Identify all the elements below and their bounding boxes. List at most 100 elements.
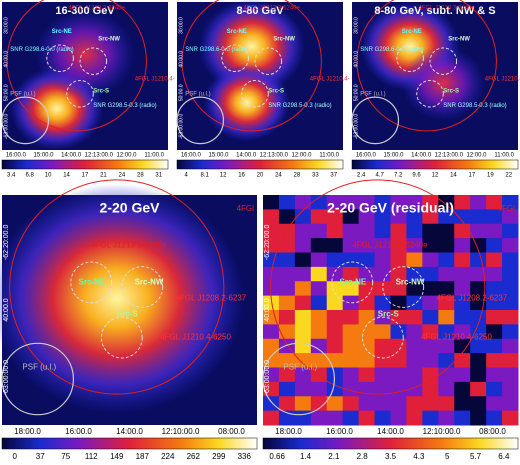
panel-title: 2-20 GeV (residual) (327, 200, 454, 216)
map-pixel (422, 209, 439, 225)
emission-blob (203, 64, 290, 142)
psf-circle (262, 342, 336, 416)
map-pixel (342, 310, 360, 325)
y-tick-label: 50:00.0 (178, 84, 184, 101)
source-label: Src-NE (340, 278, 367, 287)
map-pixel (278, 396, 296, 412)
map-pixel (470, 353, 487, 368)
map-pixel (326, 367, 344, 383)
map-pixel (278, 223, 296, 239)
map-pixel (358, 238, 376, 253)
source-label: Src-NE (79, 278, 106, 287)
map-pixel (486, 252, 503, 268)
colorbar-tick-label: 28 (294, 173, 301, 179)
map-pixel (438, 238, 455, 253)
map-pixel (422, 324, 439, 340)
map-pixel (422, 223, 439, 239)
map-pixel (278, 367, 296, 383)
extension-circle (6, 0, 147, 132)
map-pixel (310, 410, 328, 426)
map-pixel (438, 295, 455, 311)
colorbar-tick-label: 37 (36, 452, 45, 461)
x-tick-label: 11:00.0 (319, 153, 339, 159)
colorbar-tick-label: 112 (85, 452, 98, 461)
x-tick-label: 16:00.0 (181, 153, 202, 159)
map-pixel (406, 396, 423, 412)
map-pixel (486, 338, 503, 354)
map-pixel (342, 410, 360, 426)
colorbar-tick-label: 6.4 (498, 452, 510, 461)
map-pixel (263, 281, 280, 297)
x-tick-label: 16:00.0 (326, 427, 353, 436)
map-pixel (406, 324, 423, 340)
colorbar-tick-label: 12 (432, 173, 439, 179)
x-tick-label: 18:00.0 (275, 427, 302, 436)
map-pixel (326, 295, 344, 311)
source-region (70, 261, 113, 304)
map-pixel (342, 238, 360, 253)
source-label: Src-S (268, 88, 284, 94)
map-pixel (342, 324, 360, 340)
source-label: Src-NW (98, 37, 120, 43)
map-pixel (438, 367, 455, 383)
map-pixel (454, 367, 471, 383)
source-label: PSF (u.l.) (185, 91, 210, 97)
map-pixel (358, 324, 376, 340)
source-label: 4FGL J1210.4-6250 (421, 333, 492, 342)
map-pixel (470, 396, 487, 412)
source-label: SNR G298.6-0.0 (radio) (360, 47, 423, 53)
map-pixel (374, 295, 391, 311)
source-region (221, 44, 249, 73)
emission-blob (0, 183, 245, 414)
source-label: Src-S (378, 310, 400, 319)
map-pixel (406, 310, 423, 325)
colorbar-tick-label: 3.4 (7, 173, 16, 179)
map-pixel (406, 223, 423, 239)
map-pixel (294, 338, 312, 354)
map-pixel (502, 338, 519, 354)
map-pixel (502, 367, 519, 383)
map-pixel (342, 367, 360, 383)
source-label: 4FGl (498, 204, 516, 213)
colorbar-tick-label: 149 (110, 452, 124, 461)
y-tick-label: 50:00.0 (3, 84, 9, 101)
map-pixel (470, 324, 487, 340)
map-pixel (326, 252, 344, 268)
map-pixel (406, 252, 423, 268)
map-pixel (374, 338, 391, 354)
colorbar-tick-label: 75 (61, 452, 70, 461)
map-pixel (390, 353, 407, 368)
map-pixel (502, 209, 519, 225)
map-pixel (470, 410, 487, 426)
map-pixel (438, 223, 455, 239)
colorbar-tick-label: 0.66 (269, 452, 285, 461)
map-pixel (358, 396, 376, 412)
map-pixel (374, 209, 391, 225)
y-tick-label: -63:00:00.0 (178, 114, 184, 140)
map-pixel (422, 338, 439, 354)
map-pixel (438, 338, 455, 354)
source-label: PSF (u.l.) (360, 91, 385, 97)
psf-circle (351, 96, 400, 145)
map-pixel (278, 238, 296, 253)
map-pixel (486, 310, 503, 325)
source-label: Src-S (93, 88, 109, 94)
y-tick-label: 30:00.0 (178, 17, 184, 34)
map-pixel (294, 367, 312, 383)
x-tick-label: 16:00.0 (6, 153, 27, 159)
map-pixel (502, 310, 519, 325)
map-pixel (310, 223, 328, 239)
source-label: 4FGL J1210.4- (485, 77, 520, 83)
map-pixel (502, 238, 519, 253)
source-label: SNR G298.6-0.0 (radio) (10, 47, 73, 53)
colorbar-tick-label: 2.8 (357, 452, 369, 461)
map-pixel (454, 252, 471, 268)
colorbar-tick-label: 16 (238, 173, 245, 179)
map-pixel (502, 281, 519, 297)
map-pixel (470, 252, 487, 268)
colorbar (262, 437, 519, 450)
source-label: Src-NW (448, 37, 470, 43)
source-region (254, 47, 283, 75)
map-pixel (390, 396, 407, 412)
colorbar-tick-label: 17 (469, 173, 476, 179)
